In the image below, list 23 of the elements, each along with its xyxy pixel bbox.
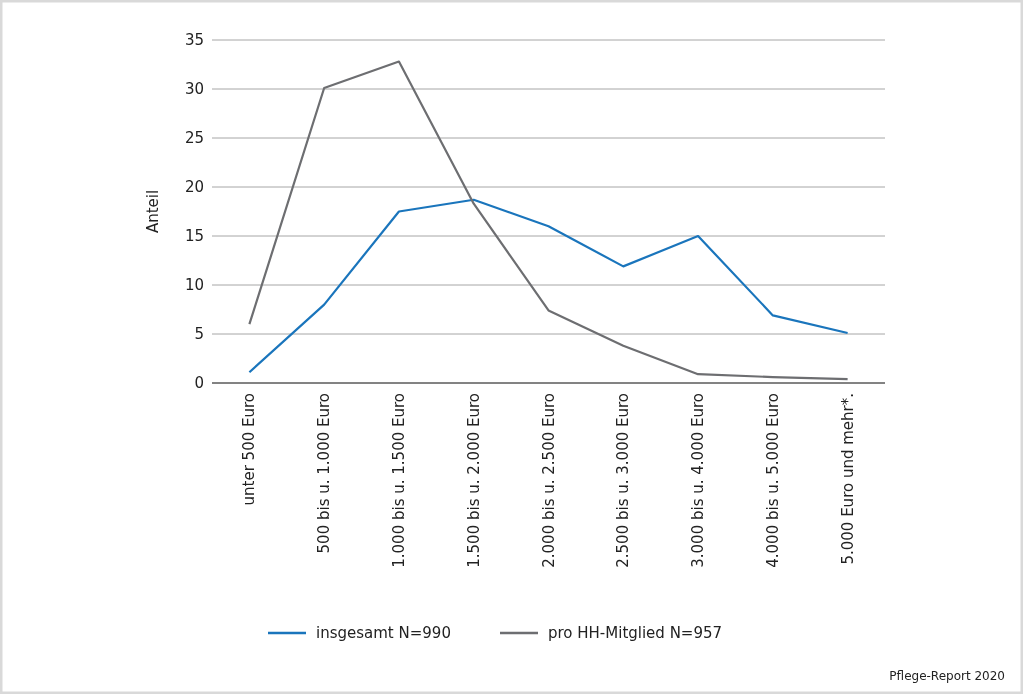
y-tick-label: 20 — [184, 178, 204, 197]
x-tick-label: 1.500 bis u. 2.000 Euro — [464, 393, 483, 568]
x-tick-label: unter 500 Euro — [240, 393, 259, 506]
y-tick-label: 10 — [184, 276, 204, 295]
line-series — [248, 198, 849, 374]
y-tick-label: 0 — [194, 374, 204, 393]
y-tick-label: 35 — [184, 31, 204, 50]
line-series — [248, 60, 849, 381]
x-tick-label: 3.000 bis u. 4.000 Euro — [689, 393, 708, 568]
x-tick-label: 2.500 bis u. 3.000 Euro — [614, 393, 633, 568]
y-tick-label: 5 — [194, 325, 204, 344]
y-tick-label: 25 — [184, 129, 204, 148]
legend-label: pro HH-Mitglied N=957 — [548, 624, 723, 643]
text: Pflege-Report 2020 — [889, 669, 1005, 683]
y-tick-label: 30 — [184, 80, 204, 99]
x-tick-label: 5.000 Euro und mehr*. — [838, 393, 857, 565]
x-tick-label: 4.000 bis u. 5.000 Euro — [763, 393, 782, 568]
legend-label: insgesamt N=990 — [316, 624, 451, 643]
y-axis-title: Anteil — [144, 189, 162, 234]
x-tick-label: 2.000 bis u. 2.500 Euro — [539, 393, 558, 568]
x-tick-label: 500 bis u. 1.000 Euro — [315, 393, 334, 554]
y-tick-label: 15 — [184, 227, 204, 246]
x-tick-label: 1.000 bis u. 1.500 Euro — [389, 393, 408, 568]
